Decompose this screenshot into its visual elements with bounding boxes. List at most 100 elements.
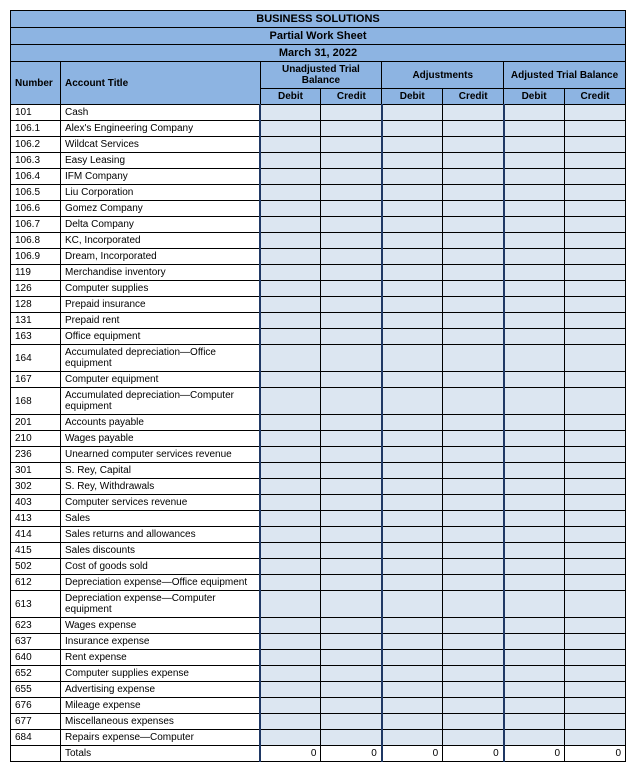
value-cell[interactable] <box>260 137 321 153</box>
value-cell[interactable] <box>321 249 382 265</box>
value-cell[interactable] <box>504 591 565 618</box>
value-cell[interactable] <box>443 479 504 495</box>
value-cell[interactable] <box>382 249 443 265</box>
value-cell[interactable] <box>321 698 382 714</box>
value-cell[interactable] <box>504 479 565 495</box>
value-cell[interactable] <box>565 730 626 746</box>
value-cell[interactable] <box>443 121 504 137</box>
value-cell[interactable] <box>382 511 443 527</box>
value-cell[interactable] <box>443 249 504 265</box>
value-cell[interactable] <box>565 329 626 345</box>
value-cell[interactable] <box>443 495 504 511</box>
value-cell[interactable] <box>260 217 321 233</box>
value-cell[interactable] <box>321 714 382 730</box>
value-cell[interactable] <box>321 372 382 388</box>
value-cell[interactable] <box>443 511 504 527</box>
value-cell[interactable] <box>260 297 321 313</box>
value-cell[interactable] <box>260 329 321 345</box>
value-cell[interactable] <box>321 185 382 201</box>
value-cell[interactable] <box>382 730 443 746</box>
value-cell[interactable] <box>321 511 382 527</box>
value-cell[interactable] <box>260 121 321 137</box>
value-cell[interactable] <box>504 447 565 463</box>
value-cell[interactable] <box>504 201 565 217</box>
value-cell[interactable] <box>260 463 321 479</box>
value-cell[interactable] <box>504 329 565 345</box>
value-cell[interactable] <box>504 105 565 121</box>
value-cell[interactable] <box>443 137 504 153</box>
value-cell[interactable] <box>382 698 443 714</box>
value-cell[interactable] <box>565 479 626 495</box>
value-cell[interactable] <box>382 217 443 233</box>
value-cell[interactable] <box>382 591 443 618</box>
value-cell[interactable] <box>382 543 443 559</box>
value-cell[interactable] <box>504 233 565 249</box>
value-cell[interactable] <box>382 201 443 217</box>
value-cell[interactable] <box>321 137 382 153</box>
value-cell[interactable] <box>565 698 626 714</box>
value-cell[interactable] <box>504 121 565 137</box>
value-cell[interactable] <box>504 185 565 201</box>
value-cell[interactable] <box>504 495 565 511</box>
value-cell[interactable] <box>321 479 382 495</box>
value-cell[interactable] <box>565 121 626 137</box>
value-cell[interactable] <box>321 281 382 297</box>
value-cell[interactable] <box>504 698 565 714</box>
value-cell[interactable] <box>504 281 565 297</box>
value-cell[interactable] <box>443 682 504 698</box>
value-cell[interactable] <box>382 233 443 249</box>
value-cell[interactable] <box>321 121 382 137</box>
value-cell[interactable] <box>504 618 565 634</box>
value-cell[interactable] <box>321 666 382 682</box>
value-cell[interactable] <box>443 591 504 618</box>
value-cell[interactable] <box>321 233 382 249</box>
value-cell[interactable] <box>260 233 321 249</box>
value-cell[interactable] <box>382 372 443 388</box>
value-cell[interactable] <box>321 447 382 463</box>
value-cell[interactable] <box>382 185 443 201</box>
value-cell[interactable] <box>443 313 504 329</box>
value-cell[interactable] <box>382 575 443 591</box>
value-cell[interactable] <box>382 682 443 698</box>
value-cell[interactable] <box>565 634 626 650</box>
value-cell[interactable] <box>443 388 504 415</box>
value-cell[interactable] <box>260 281 321 297</box>
value-cell[interactable] <box>260 447 321 463</box>
value-cell[interactable] <box>260 169 321 185</box>
value-cell[interactable] <box>382 281 443 297</box>
value-cell[interactable] <box>321 559 382 575</box>
value-cell[interactable] <box>565 388 626 415</box>
value-cell[interactable] <box>382 297 443 313</box>
value-cell[interactable] <box>443 233 504 249</box>
value-cell[interactable] <box>504 511 565 527</box>
value-cell[interactable] <box>504 666 565 682</box>
value-cell[interactable] <box>443 169 504 185</box>
value-cell[interactable] <box>443 265 504 281</box>
value-cell[interactable] <box>504 345 565 372</box>
value-cell[interactable] <box>260 511 321 527</box>
value-cell[interactable] <box>443 634 504 650</box>
value-cell[interactable] <box>504 714 565 730</box>
value-cell[interactable] <box>443 618 504 634</box>
value-cell[interactable] <box>321 265 382 281</box>
value-cell[interactable] <box>382 714 443 730</box>
value-cell[interactable] <box>565 137 626 153</box>
value-cell[interactable] <box>443 575 504 591</box>
value-cell[interactable] <box>443 185 504 201</box>
value-cell[interactable] <box>565 169 626 185</box>
value-cell[interactable] <box>260 495 321 511</box>
value-cell[interactable] <box>443 329 504 345</box>
value-cell[interactable] <box>260 618 321 634</box>
value-cell[interactable] <box>321 169 382 185</box>
value-cell[interactable] <box>443 201 504 217</box>
value-cell[interactable] <box>382 559 443 575</box>
value-cell[interactable] <box>565 527 626 543</box>
value-cell[interactable] <box>321 682 382 698</box>
value-cell[interactable] <box>260 415 321 431</box>
value-cell[interactable] <box>443 698 504 714</box>
value-cell[interactable] <box>260 650 321 666</box>
value-cell[interactable] <box>321 329 382 345</box>
value-cell[interactable] <box>565 666 626 682</box>
value-cell[interactable] <box>260 730 321 746</box>
value-cell[interactable] <box>382 345 443 372</box>
